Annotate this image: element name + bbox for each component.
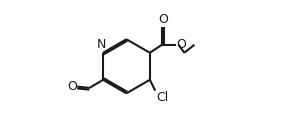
Text: O: O <box>177 38 187 51</box>
Text: Cl: Cl <box>156 91 168 104</box>
Text: N: N <box>97 38 107 51</box>
Text: O: O <box>67 80 77 93</box>
Text: O: O <box>158 13 168 26</box>
